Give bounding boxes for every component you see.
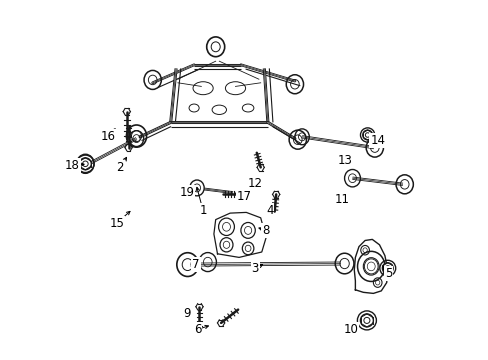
Polygon shape <box>354 239 387 293</box>
Ellipse shape <box>362 130 372 140</box>
Text: 6: 6 <box>194 323 201 336</box>
Text: 5: 5 <box>384 267 391 280</box>
Ellipse shape <box>79 158 91 170</box>
Text: 12: 12 <box>247 177 262 190</box>
Ellipse shape <box>382 263 392 274</box>
Text: 3: 3 <box>251 262 259 275</box>
Text: 4: 4 <box>265 204 273 217</box>
Text: 19: 19 <box>179 186 194 199</box>
Polygon shape <box>213 212 265 257</box>
Text: 7: 7 <box>192 258 199 271</box>
Ellipse shape <box>360 314 373 327</box>
Text: 18: 18 <box>65 159 80 172</box>
Text: 9: 9 <box>183 307 190 320</box>
Text: 13: 13 <box>337 154 352 167</box>
Text: 10: 10 <box>343 323 357 336</box>
Text: 8: 8 <box>262 224 269 237</box>
Text: 15: 15 <box>109 217 124 230</box>
Text: 16: 16 <box>100 130 115 143</box>
Text: 17: 17 <box>237 190 251 203</box>
Text: 2: 2 <box>116 161 124 174</box>
Text: 14: 14 <box>369 134 385 147</box>
Text: 11: 11 <box>333 193 348 206</box>
Text: 1: 1 <box>199 204 206 217</box>
